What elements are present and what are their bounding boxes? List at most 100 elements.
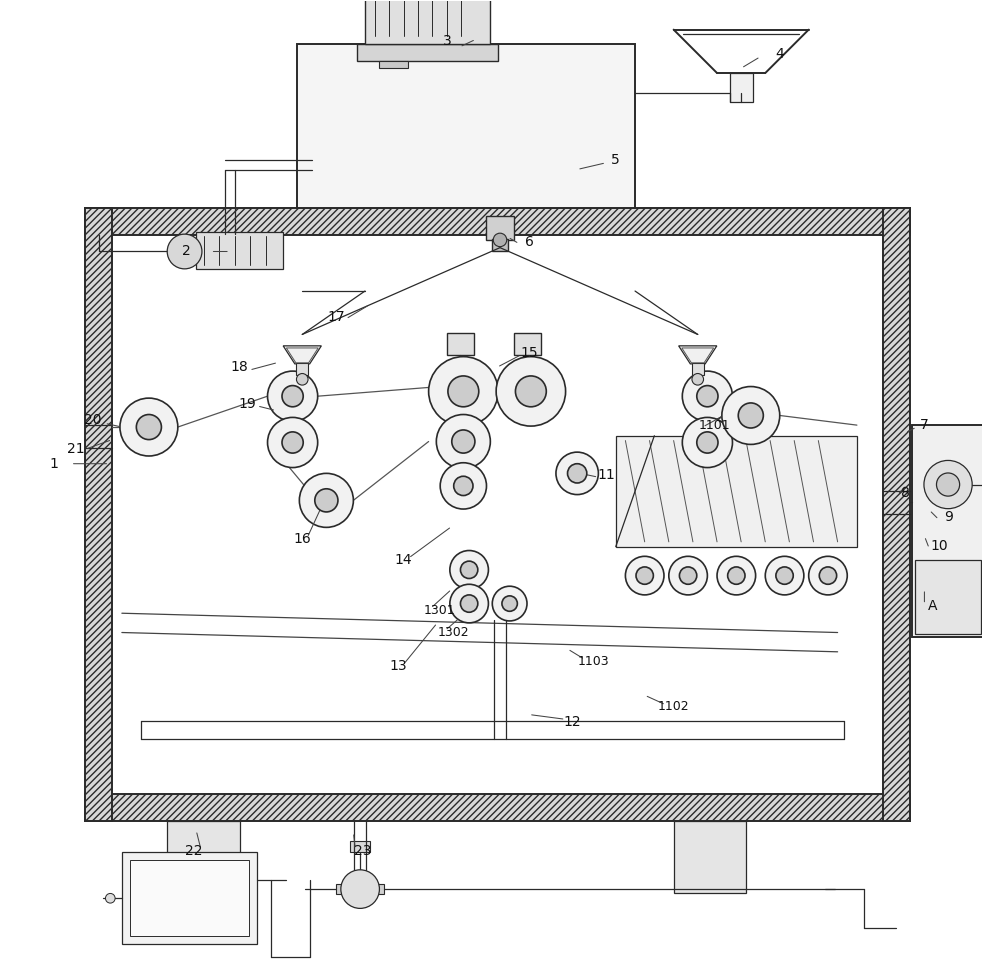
Bar [883, 208, 910, 820]
Text: 8: 8 [901, 486, 910, 499]
Circle shape [679, 567, 697, 584]
Bar [350, 840, 370, 852]
Bar [379, 61, 408, 69]
Text: 19: 19 [238, 397, 256, 411]
Text: 3: 3 [443, 34, 451, 48]
Bar [297, 44, 635, 208]
Bar [492, 239, 508, 251]
Text: 6: 6 [525, 235, 533, 249]
Text: 23: 23 [354, 844, 372, 859]
Circle shape [450, 584, 488, 623]
Circle shape [936, 473, 960, 497]
Circle shape [722, 386, 780, 444]
Circle shape [515, 376, 546, 407]
Bar [85, 794, 910, 820]
Bar [122, 852, 257, 944]
Bar [692, 363, 704, 376]
Circle shape [765, 556, 804, 595]
Text: 13: 13 [390, 659, 408, 673]
Circle shape [492, 586, 527, 621]
Text: 22: 22 [185, 844, 203, 859]
Text: 4: 4 [775, 46, 784, 61]
Circle shape [819, 567, 837, 584]
Text: 1101: 1101 [698, 418, 730, 432]
Text: A: A [927, 600, 937, 613]
Circle shape [454, 476, 473, 496]
Text: 15: 15 [520, 346, 538, 359]
Circle shape [776, 567, 793, 584]
Circle shape [496, 356, 566, 426]
Circle shape [167, 234, 202, 269]
Circle shape [450, 551, 488, 589]
Bar [616, 436, 857, 547]
Text: 12: 12 [564, 715, 581, 729]
Bar [196, 232, 283, 269]
Circle shape [341, 869, 379, 908]
Circle shape [625, 556, 664, 595]
Circle shape [568, 464, 587, 483]
Text: 1302: 1302 [438, 626, 470, 639]
Text: 1: 1 [50, 457, 59, 470]
Bar [514, 333, 541, 355]
Text: 5: 5 [611, 153, 620, 167]
Circle shape [268, 371, 318, 421]
Bar [357, 44, 498, 62]
Polygon shape [283, 346, 321, 364]
Circle shape [697, 432, 718, 453]
Bar [915, 560, 981, 635]
Bar [336, 884, 348, 894]
Circle shape [692, 374, 704, 385]
Circle shape [436, 414, 490, 469]
Circle shape [924, 461, 972, 509]
Text: 21: 21 [67, 442, 84, 456]
Circle shape [296, 374, 308, 385]
Bar [912, 425, 984, 638]
Text: 2: 2 [182, 244, 191, 259]
Text: 18: 18 [231, 360, 248, 374]
Circle shape [717, 556, 756, 595]
Text: 9: 9 [944, 510, 953, 524]
Circle shape [493, 233, 507, 246]
Bar [674, 820, 746, 893]
Circle shape [738, 403, 763, 428]
Bar [447, 333, 474, 355]
Bar [130, 860, 249, 936]
Text: 20: 20 [84, 413, 102, 427]
Circle shape [460, 561, 478, 579]
Text: 1102: 1102 [658, 700, 689, 713]
Circle shape [697, 385, 718, 407]
Circle shape [556, 452, 598, 495]
Circle shape [282, 385, 303, 407]
Bar [486, 215, 514, 240]
Circle shape [999, 475, 1000, 495]
Text: 1103: 1103 [578, 655, 609, 668]
Bar [296, 363, 308, 376]
Text: 10: 10 [930, 539, 948, 553]
Bar [373, 884, 384, 894]
Circle shape [809, 556, 847, 595]
Circle shape [315, 489, 338, 512]
Bar [172, 245, 197, 257]
Text: 7: 7 [920, 418, 929, 432]
Bar [167, 820, 240, 893]
Bar [85, 208, 910, 235]
Circle shape [502, 596, 517, 611]
Polygon shape [679, 346, 717, 364]
Circle shape [429, 356, 498, 426]
Circle shape [636, 567, 653, 584]
Bar [85, 208, 112, 820]
Text: 16: 16 [293, 532, 311, 546]
Circle shape [105, 894, 115, 903]
Bar [730, 73, 753, 102]
Circle shape [282, 432, 303, 453]
Circle shape [682, 371, 732, 421]
Circle shape [460, 595, 478, 612]
Text: 17: 17 [327, 310, 345, 324]
Circle shape [268, 417, 318, 468]
Text: 1301: 1301 [423, 604, 455, 617]
Circle shape [452, 430, 475, 453]
Text: 11: 11 [597, 469, 615, 482]
Circle shape [299, 473, 353, 527]
Circle shape [136, 414, 161, 440]
Circle shape [440, 463, 486, 509]
